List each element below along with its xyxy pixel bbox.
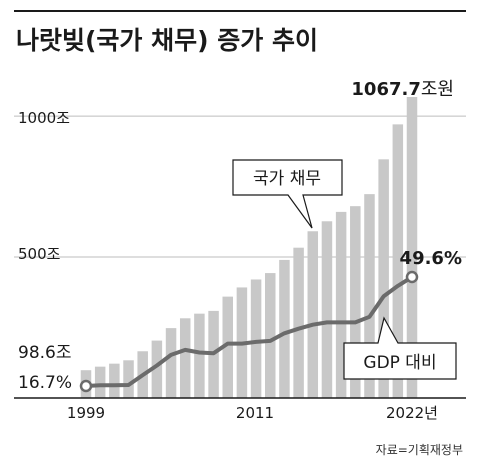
bar-2018 [350, 206, 361, 398]
bar-last-unit: 조원 [421, 79, 454, 100]
bar-2017 [335, 211, 347, 398]
x-tick-2022: 2022년 [386, 404, 438, 422]
line-callout-box [343, 316, 457, 380]
bar-2005 [165, 328, 177, 398]
bar-last-label: 1067.7조원 [351, 79, 454, 100]
bar-2012 [265, 273, 276, 398]
bar-2014 [293, 247, 304, 398]
line-last-label: 49.6% [400, 248, 462, 269]
bar-callout-text: 국가 채무 [253, 169, 321, 189]
bar-2006 [179, 318, 191, 398]
gdp-ratio-line [79, 270, 419, 393]
bar-2016 [321, 221, 333, 398]
source-note: 자료=기획재정부 [376, 443, 463, 457]
bar-2020 [378, 159, 389, 398]
gdp-ratio-point-1999 [79, 379, 93, 393]
bar-2022 [406, 97, 418, 398]
bar-2011 [250, 279, 262, 398]
bar-2015 [307, 231, 319, 398]
y-tick-500: 500조 [18, 245, 61, 263]
x-tick-1999: 1999 [67, 404, 105, 422]
gdp-ratio-polyline [85, 275, 414, 388]
bar-2007 [194, 313, 205, 398]
bar-2009 [222, 296, 233, 398]
bar-2004 [151, 340, 163, 398]
x-tick-2011: 2011 [236, 404, 274, 422]
bar-2000 [94, 366, 106, 398]
bar-2013 [279, 259, 290, 398]
bar-2019 [364, 194, 375, 398]
line-first-label: 16.7% [18, 373, 72, 393]
line-callout-text: GDP 대비 [363, 353, 436, 373]
chart-title: 나랏빚(국가 채무) 증가 추이 [16, 26, 318, 55]
bar-last-value: 1067.7 [351, 79, 420, 100]
bar-callout-box [232, 159, 343, 229]
bar-2002 [123, 360, 134, 398]
y-tick-1000: 1000조 [18, 109, 70, 127]
gridlines [14, 115, 466, 258]
bar-first-label: 98.6조 [18, 343, 72, 363]
gdp-ratio-point-2022 [405, 270, 419, 284]
bar-2021 [392, 124, 404, 399]
bar-2001 [109, 363, 120, 398]
